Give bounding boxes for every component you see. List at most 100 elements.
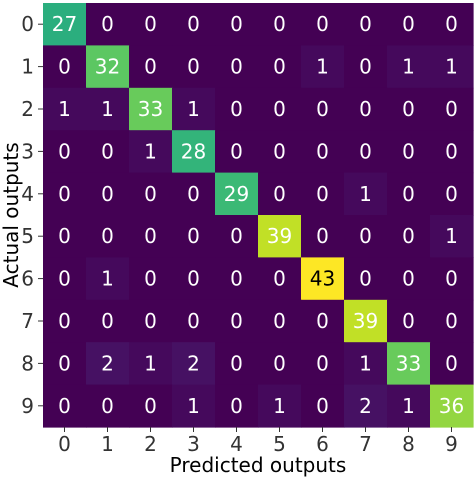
- y-tick-label: 6: [21, 267, 34, 291]
- heatmap-cell: [301, 342, 345, 386]
- heatmap-cell: [258, 45, 302, 89]
- heatmap-cell: [215, 130, 259, 174]
- cell-value-label: 0: [445, 267, 458, 291]
- cell-value-label: 1: [445, 224, 458, 248]
- cell-value-label: 2: [359, 394, 372, 418]
- cell-value-label: 0: [144, 224, 157, 248]
- x-axis-label: Predicted outputs: [170, 453, 347, 477]
- heatmap-cell: [430, 384, 474, 428]
- cell-value-label: 0: [144, 12, 157, 36]
- cell-value-label: 0: [230, 12, 243, 36]
- cell-value-label: 0: [359, 267, 372, 291]
- heatmap-cell: [86, 299, 130, 343]
- cell-value-label: 0: [359, 97, 372, 121]
- cell-value-label: 0: [273, 139, 286, 163]
- cell-value-label: 0: [445, 97, 458, 121]
- x-tick-label: 6: [316, 432, 329, 456]
- heatmap-cell: [344, 299, 388, 343]
- heatmap-cell: [129, 257, 173, 301]
- heatmap-cell: [43, 172, 87, 216]
- heatmap-cell: [430, 299, 474, 343]
- cell-value-label: 0: [402, 182, 415, 206]
- cell-value-label: 0: [402, 309, 415, 333]
- x-tick-label: 3: [187, 432, 200, 456]
- heatmap-cell: [344, 257, 388, 301]
- heatmap-cell: [129, 87, 173, 131]
- cell-value-label: 0: [402, 12, 415, 36]
- heatmap-cell: [344, 45, 388, 89]
- heatmap-cell: [387, 215, 431, 258]
- y-tick-label: 5: [21, 224, 34, 248]
- cell-value-label: 39: [267, 224, 292, 248]
- heatmap-cell: [430, 130, 474, 174]
- heatmap-cell: [301, 257, 345, 301]
- heatmap-cell: [215, 172, 259, 216]
- x-tick-label: 5: [273, 432, 286, 456]
- heatmap-cell: [387, 384, 431, 428]
- cell-value-label: 0: [273, 182, 286, 206]
- cell-value-label: 0: [230, 55, 243, 79]
- cell-value-label: 33: [138, 97, 163, 121]
- heatmap-cell: [344, 87, 388, 131]
- heatmap-cell: [215, 342, 259, 386]
- heatmap-cell: [215, 257, 259, 301]
- cell-value-label: 0: [230, 224, 243, 248]
- heatmap-cell: [43, 87, 87, 131]
- heatmap-cell: [43, 130, 87, 174]
- heatmap-cell: [172, 172, 216, 216]
- heatmap-cell: [344, 342, 388, 386]
- cell-value-label: 0: [316, 97, 329, 121]
- cell-value-label: 1: [187, 394, 200, 418]
- heatmap-cell: [86, 342, 130, 386]
- cell-value-label: 1: [58, 97, 71, 121]
- heatmap-cell: [258, 3, 302, 46]
- cell-value-label: 32: [95, 55, 120, 79]
- heatmap-cell: [43, 215, 87, 258]
- cell-value-label: 0: [445, 182, 458, 206]
- heatmap-cell: [258, 130, 302, 174]
- cell-value-label: 0: [359, 224, 372, 248]
- heatmap-cell: [86, 87, 130, 131]
- cell-value-label: 43: [310, 267, 335, 291]
- heatmap-cell: [43, 299, 87, 343]
- heatmap-cell: [301, 87, 345, 131]
- cell-value-label: 0: [187, 55, 200, 79]
- y-tick-label: 8: [21, 351, 34, 375]
- heatmap-cell: [387, 299, 431, 343]
- heatmap-cell: [258, 257, 302, 301]
- heatmap-cell: [387, 45, 431, 89]
- cell-value-label: 0: [445, 309, 458, 333]
- heatmap-cell: [215, 45, 259, 89]
- x-tick-label: 7: [359, 432, 372, 456]
- heatmap-cell: [430, 3, 474, 46]
- heatmap-cell: [258, 172, 302, 216]
- y-tick-label: 0: [21, 12, 34, 36]
- cell-value-label: 0: [316, 182, 329, 206]
- heatmap-cell: [129, 342, 173, 386]
- cell-value-label: 1: [144, 139, 157, 163]
- x-tick-label: 2: [144, 432, 157, 456]
- cell-value-label: 0: [58, 351, 71, 375]
- heatmap-cell: [258, 215, 302, 258]
- heatmap-cell: [344, 172, 388, 216]
- cell-value-label: 29: [224, 182, 249, 206]
- heatmap-cell: [344, 215, 388, 258]
- cell-value-label: 39: [353, 309, 378, 333]
- y-tick-label: 7: [21, 309, 34, 333]
- cell-value-label: 33: [396, 351, 421, 375]
- heatmap-cell: [172, 299, 216, 343]
- heatmap-cell: [301, 299, 345, 343]
- cell-value-label: 0: [273, 55, 286, 79]
- heatmap-cell: [129, 172, 173, 216]
- heatmap-cell: [172, 45, 216, 89]
- heatmap-cell: [129, 130, 173, 174]
- heatmap-cell: [258, 87, 302, 131]
- heatmap-cell: [301, 215, 345, 258]
- heatmap-cell: [172, 130, 216, 174]
- heatmap-cell: [430, 342, 474, 386]
- heatmap-cell: [301, 3, 345, 46]
- heatmap-cell: [172, 215, 216, 258]
- cell-value-label: 0: [101, 224, 114, 248]
- heatmap-cell: [86, 215, 130, 258]
